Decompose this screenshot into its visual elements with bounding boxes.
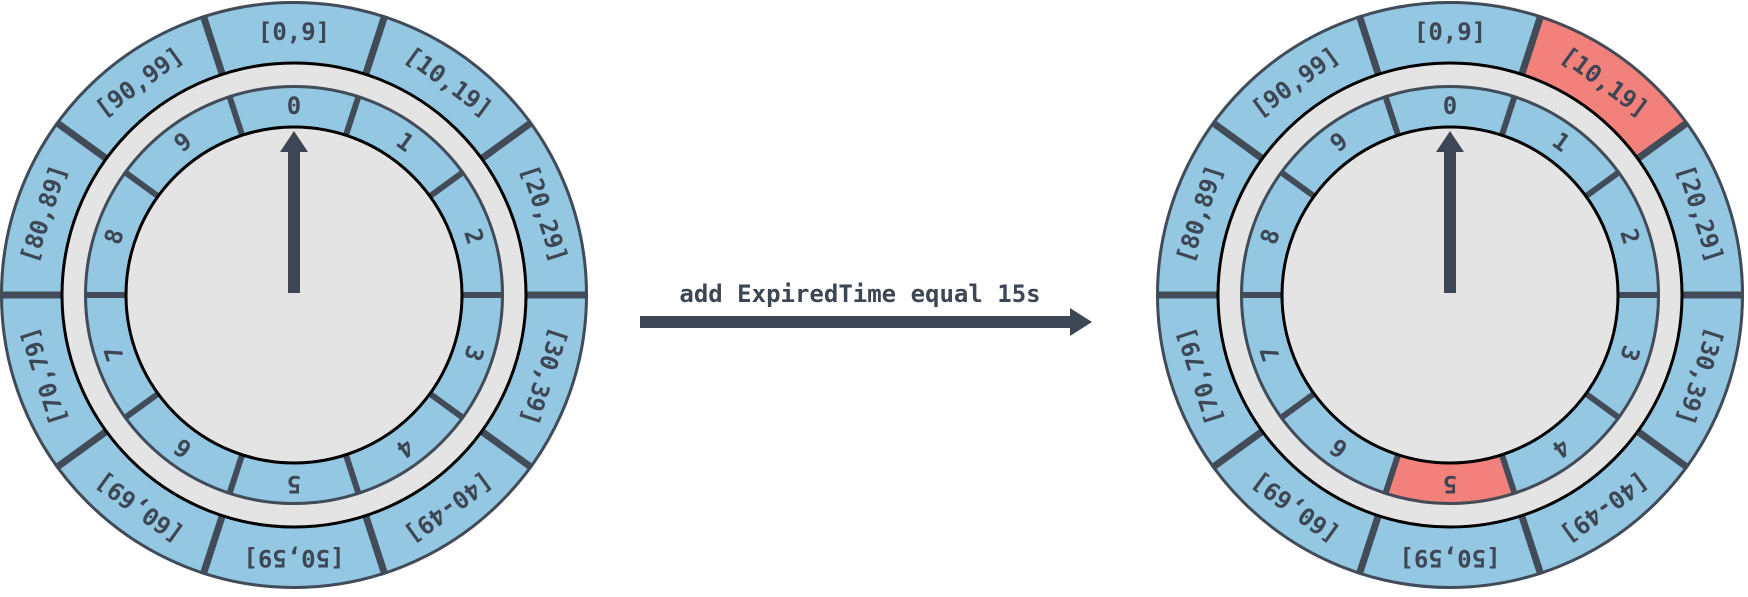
inner-slot [429, 295, 504, 419]
inner-slot [1240, 171, 1315, 295]
inner-separator [428, 391, 466, 421]
outer-slot [1521, 15, 1688, 159]
pointer-head [280, 131, 308, 152]
inner-separator [1584, 391, 1622, 421]
outer-separator [54, 428, 109, 471]
dial-face [1280, 125, 1620, 465]
outer-slot [1637, 122, 1744, 296]
inner-separator [122, 391, 160, 421]
outer-slot [365, 15, 532, 159]
inner-slot [1585, 171, 1660, 295]
pointer-shaft [288, 145, 300, 293]
inner-slot [429, 171, 504, 295]
outer-slot [56, 15, 223, 159]
inner-separator [1382, 94, 1401, 137]
transition-arrow-shaft [640, 316, 1072, 328]
inner-separator [1499, 453, 1518, 496]
outer-slot [0, 295, 107, 468]
outer-separator [362, 514, 389, 576]
outer-slot [1359, 515, 1541, 590]
outer-separator [1210, 428, 1265, 471]
outer-slot [1637, 295, 1744, 468]
outer-separator [1355, 514, 1382, 576]
inner-separator [343, 94, 362, 137]
inner-slot [345, 95, 464, 197]
outer-separator [1210, 119, 1265, 162]
outer-separator [1518, 14, 1545, 76]
outer-slot [1359, 1, 1541, 75]
outer-slot-label: [50,59] [243, 544, 344, 572]
inner-slot-label: 5 [1443, 470, 1457, 498]
inner-separator [1278, 169, 1316, 199]
transition-arrow-head [1070, 308, 1092, 336]
outer-slot [1212, 15, 1379, 159]
outer-separator [199, 514, 226, 576]
inner-slot [124, 393, 243, 495]
outer-separator [199, 14, 226, 76]
outer-slot [481, 122, 588, 296]
inner-separator [343, 453, 362, 496]
inner-slot [1501, 393, 1620, 495]
inner-slot [1501, 95, 1620, 197]
pointer-arrow-icon [280, 131, 308, 293]
pointer-head [1436, 131, 1464, 152]
inner-slot-label: 5 [287, 470, 301, 498]
outer-slot [481, 295, 588, 468]
outer-separator [54, 119, 109, 162]
dial-face [124, 125, 464, 465]
outer-slot [203, 515, 385, 590]
transition-caption: add ExpiredTime equal 15s [679, 280, 1041, 308]
outer-separator [479, 119, 534, 162]
inner-slot-label: 0 [1443, 92, 1457, 120]
inner-slot [124, 95, 243, 197]
inner-slot [1585, 295, 1660, 419]
outer-separator [1355, 14, 1382, 76]
inner-slot [229, 454, 359, 505]
inner-separator [226, 453, 245, 496]
inner-slot [1385, 454, 1515, 506]
outer-slot [1156, 122, 1263, 296]
inner-separator [226, 94, 245, 137]
outer-separator [1518, 514, 1545, 576]
outer-separator [1635, 119, 1690, 162]
outer-slot-label: [0,9] [258, 18, 330, 46]
outer-slot [1212, 431, 1379, 575]
outer-slot [1521, 431, 1688, 575]
outer-slot-label: [0,9] [1414, 18, 1486, 46]
inner-separator [1584, 169, 1622, 199]
outer-slot [56, 431, 223, 575]
inner-separator [1499, 94, 1518, 137]
outer-slot [1156, 295, 1263, 468]
outer-slot [0, 122, 107, 296]
inner-slot-label: 0 [287, 92, 301, 120]
outer-slot [203, 0, 385, 75]
inner-slot [84, 295, 159, 419]
pointer-shaft [1444, 145, 1456, 293]
inner-slot [1280, 95, 1399, 197]
wheel-before: [0,9][10,19][20,29][30,39][40-49][50,59]… [0, 0, 588, 590]
inner-separator [1382, 453, 1401, 496]
inner-slot [1385, 85, 1515, 136]
inner-slot [229, 85, 359, 136]
outer-slot-label: [50,59] [1399, 544, 1500, 572]
wheel-after: [0,9][10,19][20,29][30,39][40-49][50,59]… [1156, 1, 1744, 590]
inner-separator [122, 169, 160, 199]
inner-slot [1280, 393, 1399, 495]
outer-separator [479, 428, 534, 471]
inner-slot [1240, 295, 1315, 419]
inner-separator [1278, 391, 1316, 421]
inner-slot [84, 171, 159, 295]
inner-slot [345, 393, 464, 495]
outer-separator [1635, 428, 1690, 471]
outer-slot [365, 431, 532, 575]
outer-separator [362, 14, 389, 76]
transition-arrow [640, 308, 1092, 336]
pointer-arrow-icon [1436, 131, 1464, 293]
inner-separator [428, 169, 466, 199]
